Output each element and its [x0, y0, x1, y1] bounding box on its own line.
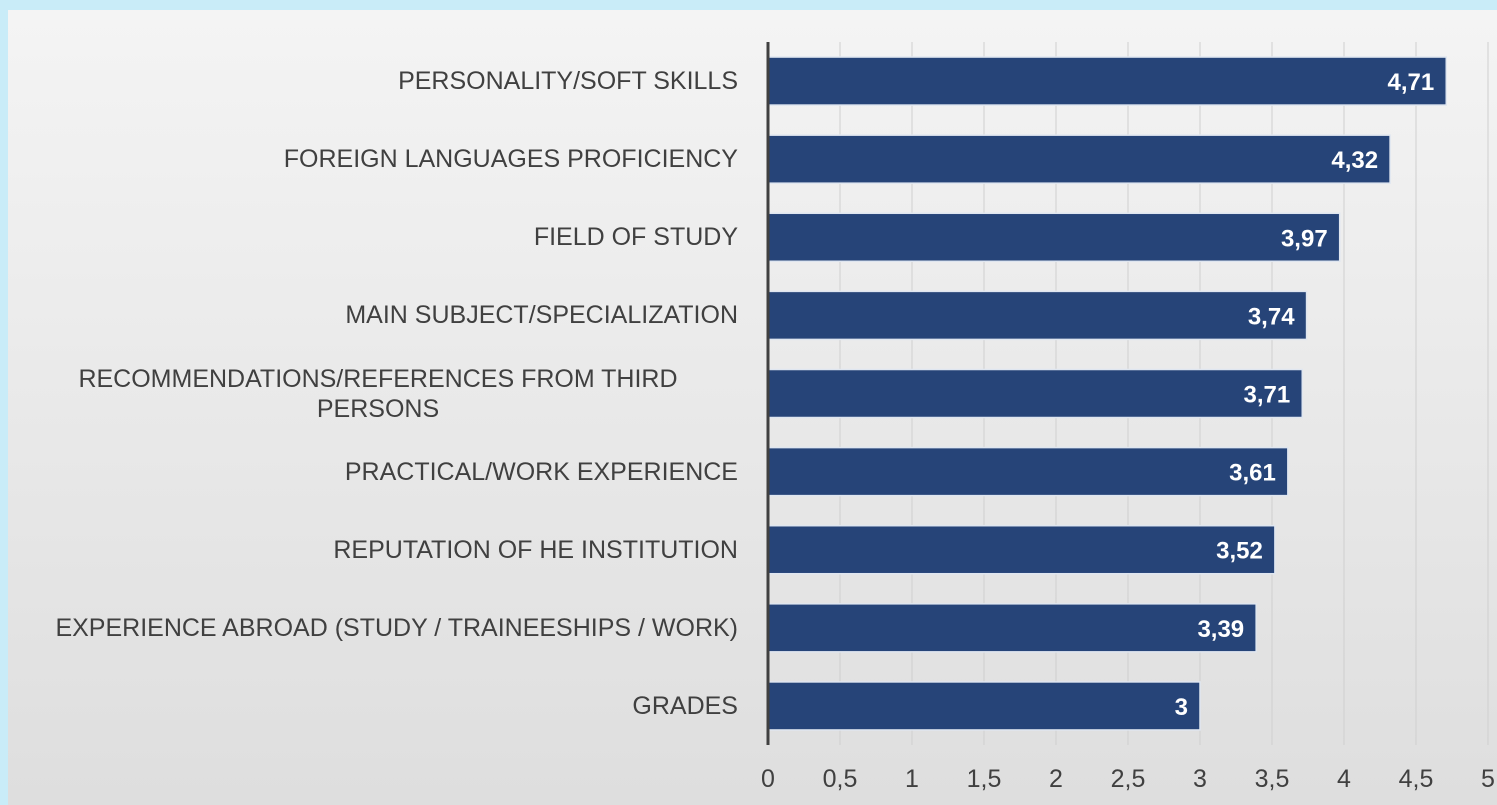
- x-tick-label: 2,5: [1111, 765, 1146, 793]
- value-label: 3,97: [1281, 225, 1328, 252]
- category-label-box: FOREIGN LANGUAGES PROFICIENCY: [18, 120, 738, 198]
- bar: [767, 603, 1257, 653]
- x-tick-label: 0,5: [823, 765, 858, 793]
- y-tick-label: FIELD OF STUDY: [533, 223, 738, 252]
- category-label-box: FIELD OF STUDY: [18, 198, 738, 276]
- value-label: 3: [1175, 694, 1188, 721]
- category-label-box: REPUTATION OF HE INSTITUTION: [18, 511, 738, 589]
- category-label-box: GRADES: [18, 667, 738, 745]
- x-tick-label: 0: [761, 765, 775, 793]
- bar: [767, 681, 1201, 731]
- category-label-box: PRACTICAL/WORK EXPERIENCE: [18, 433, 738, 511]
- x-tick-label: 2: [1049, 765, 1063, 793]
- bar: [767, 134, 1391, 184]
- bar: [767, 290, 1308, 341]
- bar: [767, 368, 1303, 419]
- x-tick-label: 1,5: [967, 765, 1002, 793]
- value-label: 3,39: [1197, 616, 1244, 643]
- value-label: 3,52: [1216, 538, 1263, 565]
- y-tick-label: PERSONALITY/SOFT SKILLS: [398, 67, 738, 96]
- value-label: 4,71: [1388, 69, 1435, 96]
- x-tick-label: 5: [1481, 765, 1495, 793]
- y-tick-label: GRADES: [632, 691, 738, 720]
- x-tick-label: 3,5: [1255, 765, 1290, 793]
- x-tick-label: 3: [1193, 765, 1207, 793]
- value-label: 3,61: [1229, 460, 1276, 487]
- y-tick-label: MAIN SUBJECT/SPECIALIZATION: [345, 301, 738, 330]
- value-label: 3,71: [1244, 382, 1291, 409]
- category-label-box: MAIN SUBJECT/SPECIALIZATION: [18, 276, 738, 354]
- x-tick-label: 1: [905, 765, 919, 793]
- y-tick-label: RECOMMENDATIONS/REFERENCES FROM THIRD PE…: [78, 364, 678, 423]
- x-tick-label: 4: [1337, 765, 1351, 793]
- y-tick-label: REPUTATION OF HE INSTITUTION: [333, 535, 738, 564]
- category-label-box: RECOMMENDATIONS/REFERENCES FROM THIRD PE…: [18, 355, 738, 433]
- value-label: 4,32: [1331, 147, 1378, 174]
- y-tick-label: PRACTICAL/WORK EXPERIENCE: [344, 457, 738, 486]
- bar: [767, 524, 1276, 575]
- y-tick-label: FOREIGN LANGUAGES PROFICIENCY: [283, 145, 738, 174]
- value-label: 3,74: [1248, 303, 1295, 330]
- y-tick-label: EXPERIENCE ABROAD (STUDY / TRAINEESHIPS …: [55, 613, 738, 642]
- bar: [767, 446, 1289, 497]
- category-label-box: PERSONALITY/SOFT SKILLS: [18, 42, 738, 120]
- bar: [767, 212, 1341, 263]
- category-label-box: EXPERIENCE ABROAD (STUDY / TRAINEESHIPS …: [18, 589, 738, 667]
- x-tick-label: 4,5: [1399, 765, 1434, 793]
- bar: [767, 56, 1447, 106]
